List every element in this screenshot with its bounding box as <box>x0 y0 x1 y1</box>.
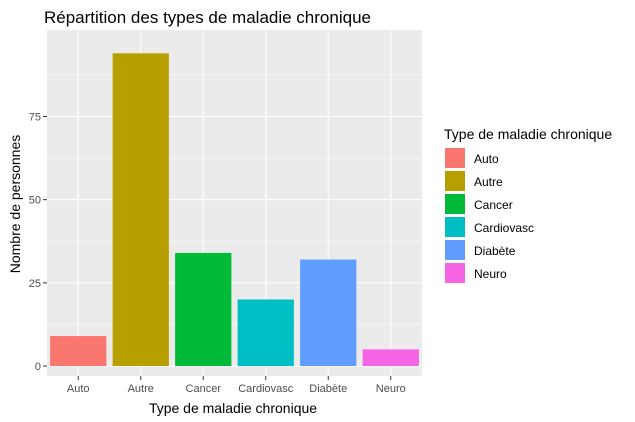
chart-title: Répartition des types de maladie chroniq… <box>44 8 371 27</box>
y-axis: 0 25 50 75 <box>29 112 47 373</box>
legend-key-cancer <box>445 194 465 214</box>
y-tick-label: 25 <box>29 278 41 290</box>
legend-key-neuro <box>445 263 465 283</box>
legend-label: Cardiovasc <box>474 221 534 235</box>
x-tick-label: Autre <box>128 383 154 395</box>
x-axis: Auto Autre Cancer Cardiovasc Diabète Neuro <box>67 376 406 395</box>
legend-key-autre <box>445 171 465 191</box>
grid-minor <box>47 74 422 325</box>
x-tick-label: Neuro <box>376 383 406 395</box>
legend-label: Autre <box>474 175 503 189</box>
plot-panel <box>47 30 422 376</box>
legend-label: Auto <box>474 152 499 166</box>
legend-label: Neuro <box>474 267 507 281</box>
x-tick-label: Diabète <box>309 383 347 395</box>
y-tick-label: 0 <box>35 361 41 373</box>
x-tick-label: Auto <box>67 383 90 395</box>
bar-cancer <box>175 252 232 367</box>
legend-label: Diabète <box>474 244 516 258</box>
x-tick-label: Cardiovasc <box>238 383 294 395</box>
legend-title: Type de maladie chronique <box>444 126 612 142</box>
legend: Type de maladie chronique Auto Autre Cance… <box>444 126 612 283</box>
legend-key-cardiovasc <box>445 217 465 237</box>
x-tick-label: Cancer <box>186 383 222 395</box>
y-tick-label: 50 <box>29 195 41 207</box>
y-axis-title: Nombre de personnes <box>7 135 23 274</box>
x-axis-title: Type de maladie chronique <box>149 400 317 416</box>
bar-diabète <box>300 259 357 367</box>
bars <box>50 53 419 367</box>
bar-autre <box>112 53 169 367</box>
legend-key-diabète <box>445 240 465 260</box>
y-tick-label: 75 <box>29 112 41 124</box>
bar-cardiovasc <box>237 299 294 367</box>
legend-key-auto <box>445 148 465 168</box>
bar-auto <box>50 336 107 367</box>
bar-neuro <box>362 349 419 367</box>
legend-label: Cancer <box>474 198 513 212</box>
